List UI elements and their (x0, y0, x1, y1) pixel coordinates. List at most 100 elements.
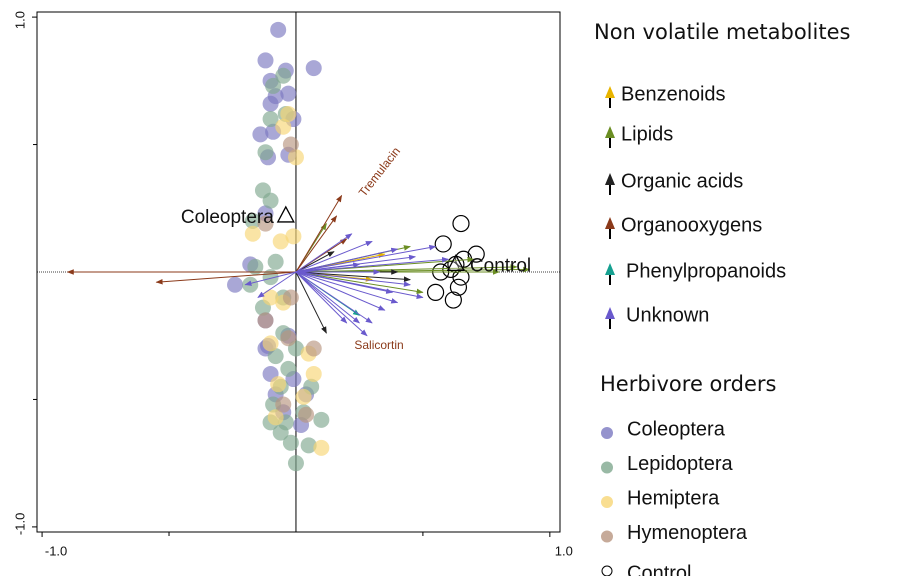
point (262, 335, 279, 352)
centroid-marker (446, 253, 465, 272)
point (244, 213, 261, 230)
arrow (295, 271, 348, 324)
point (452, 214, 470, 233)
legend-arrow-head (605, 307, 615, 319)
point (242, 276, 259, 293)
point (280, 85, 297, 102)
legend-label: Phenylpropanoids (626, 260, 786, 282)
legend-swatch (601, 461, 613, 474)
arrow (244, 271, 297, 286)
arrow (295, 271, 327, 334)
point (267, 409, 284, 426)
legend-arrow-head (605, 263, 615, 275)
x-tick-label: 1.0 (555, 543, 573, 558)
point-legend-title: Herbivore orders (600, 372, 777, 396)
legend-arrow-head (605, 86, 615, 98)
point (247, 258, 264, 275)
centroid-marker (276, 205, 295, 223)
point (262, 95, 279, 112)
point (275, 118, 292, 135)
arrow (295, 271, 386, 311)
legend-swatch (601, 530, 613, 543)
legend-label: Hemiptera (627, 487, 720, 509)
point (467, 245, 485, 263)
legend-label: Organic acids (621, 170, 743, 192)
point (262, 289, 279, 306)
annotation: Tremulacin (356, 144, 403, 199)
legend-label: Coleoptera (627, 418, 726, 440)
arrow (295, 215, 337, 273)
point (298, 406, 315, 423)
point (313, 411, 330, 428)
point (282, 289, 299, 306)
point (305, 365, 322, 382)
point (262, 192, 279, 209)
y-tick-label: -1.0 (12, 513, 27, 535)
legend-label: Control (627, 562, 691, 576)
point (313, 439, 330, 456)
point (257, 312, 274, 329)
centroid-label: Coleoptera (181, 207, 274, 228)
arrow (295, 256, 449, 273)
arrow (295, 240, 373, 273)
arrow (295, 194, 343, 273)
point (262, 111, 279, 128)
legend-arrow-head (605, 126, 615, 138)
point (244, 225, 261, 242)
point (257, 52, 274, 69)
point (305, 60, 322, 77)
legend-label: Organooxygens (621, 214, 762, 236)
point (270, 376, 287, 393)
arrow (295, 271, 360, 324)
annotation: Salicortin (354, 338, 403, 352)
legend-label: Hymenoptera (627, 522, 748, 544)
point (280, 105, 297, 122)
point (282, 434, 299, 451)
point (426, 283, 445, 301)
arrow (295, 254, 416, 273)
point (280, 360, 297, 377)
arrow (295, 247, 399, 273)
arrow (295, 271, 411, 287)
point (444, 291, 462, 309)
point (257, 144, 274, 161)
point (227, 276, 244, 293)
arrow (295, 271, 368, 337)
point (285, 228, 302, 245)
arrow (257, 271, 297, 298)
point (252, 126, 269, 143)
arrow (295, 264, 518, 273)
legend-swatch (601, 565, 613, 576)
arrow (295, 271, 394, 294)
legend-swatch (601, 427, 613, 439)
legend-arrow-head (605, 173, 615, 185)
point (280, 330, 297, 347)
point (305, 340, 322, 357)
point (287, 455, 304, 472)
arrow (295, 244, 437, 273)
point (295, 388, 312, 405)
point (275, 67, 292, 84)
point (267, 253, 284, 270)
legend-arrow-head (605, 217, 615, 229)
legend-label: Benzenoids (621, 83, 726, 105)
legend-label: Lepidoptera (627, 453, 734, 475)
point (282, 136, 299, 153)
arrow (155, 271, 296, 285)
arrow (295, 271, 373, 324)
arrow (295, 271, 424, 295)
arrow (295, 251, 335, 273)
point (449, 278, 468, 296)
arrow (295, 233, 353, 273)
arrow-legend-title: Non volatile metabolites (594, 20, 850, 44)
point (434, 235, 452, 253)
arrow (295, 271, 411, 283)
centroid-label: Control (470, 255, 531, 276)
point (270, 21, 287, 38)
legend-label: Lipids (621, 123, 673, 145)
point (267, 348, 284, 365)
point (265, 77, 282, 94)
point (272, 424, 289, 441)
legend-label: Unknown (626, 304, 709, 326)
